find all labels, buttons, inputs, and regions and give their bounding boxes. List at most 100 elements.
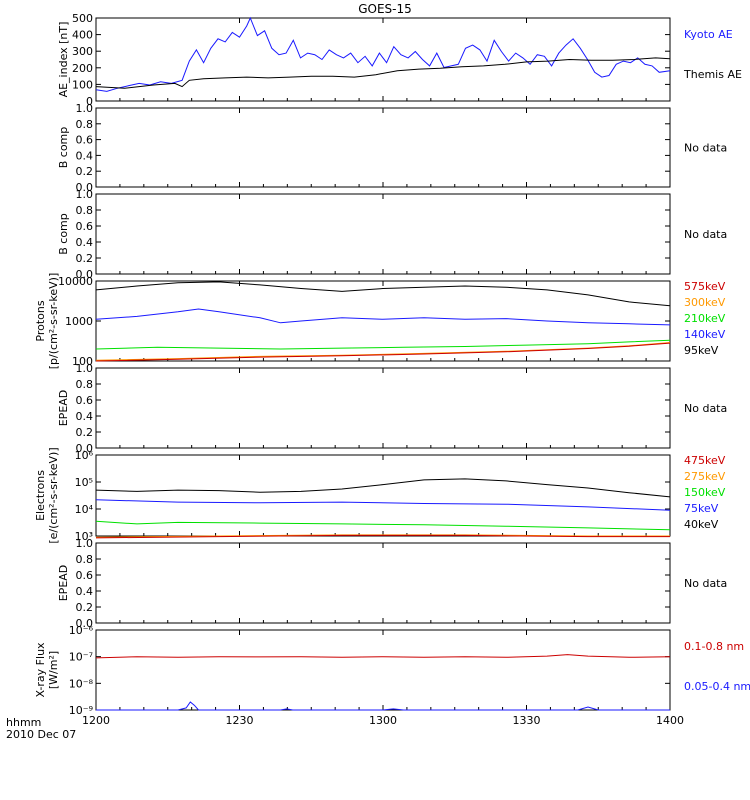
y-axis-label: X-ray Flux: [34, 642, 47, 698]
y-tick-label: 0.4: [76, 585, 94, 598]
y-tick-label: 10⁻⁷: [69, 651, 93, 664]
series-line-150keV: [95, 520, 671, 531]
y-axis-label: Protons: [34, 300, 47, 341]
panel-5: 1.0 0.8 0.6 0.4 0.2 0.0 EPEAD No data: [57, 362, 727, 455]
y-axis-label: B comp: [57, 127, 70, 169]
panel-frame: [95, 193, 671, 275]
y-axis-unit-label: [e/(cm²-s-sr-keV)]: [47, 447, 60, 543]
legend-entry: 75keV: [684, 502, 719, 515]
y-axis-label: EPEAD: [57, 390, 70, 427]
y-tick-label: 0.6: [76, 220, 94, 233]
y-tick-label: 0.8: [76, 553, 94, 566]
y-tick-label: 10⁶: [75, 449, 94, 462]
y-axis-label: AE_index [nT]: [57, 22, 70, 98]
y-tick-label: 10⁴: [75, 503, 94, 516]
series-line-475keV: [95, 534, 670, 539]
y-tick-label: 1000: [65, 315, 93, 328]
legend-entry: No data: [684, 142, 727, 155]
x-tick-label: 1400: [656, 714, 684, 727]
y-tick-label: 100: [72, 355, 93, 368]
legend-entry: 95keV: [684, 344, 719, 357]
legend-entry: 0.05-0.4 nm: [684, 680, 750, 693]
y-tick-label: 400: [72, 29, 93, 42]
series-line-210keV: [95, 339, 671, 350]
y-tick-label: 0.2: [76, 601, 94, 614]
y-tick-label: 1.0: [76, 362, 94, 375]
y-tick-label: 0.2: [76, 165, 94, 178]
panel-frame: [95, 17, 671, 102]
y-tick-label: 500: [72, 12, 93, 25]
y-axis-unit-label: [W/m²]: [47, 651, 60, 689]
legend-entry: 275keV: [684, 470, 726, 483]
legend-entry: 575keV: [684, 280, 726, 293]
series-line-75keV: [95, 499, 671, 511]
panel-7: 1.0 0.8 0.6 0.4 0.2 0.0 EPEAD No data: [57, 537, 727, 630]
y-tick-label: 200: [72, 62, 93, 75]
x-tick-label: 1230: [226, 714, 254, 727]
y-axis-label: B comp: [57, 213, 70, 255]
legend-entry: 475keV: [684, 454, 726, 467]
y-tick-label: 0.0: [76, 617, 94, 630]
y-tick-label: 10⁻⁹: [69, 704, 93, 717]
plot-title: GOES-15: [358, 2, 412, 16]
panel-frame: [95, 629, 671, 711]
panel-2: 1.0 0.8 0.6 0.4 0.2 0.0 B comp No data: [57, 102, 727, 194]
legend-entry: 150keV: [684, 486, 726, 499]
x-tick-label: 1330: [513, 714, 541, 727]
legend-entry: 300keV: [684, 296, 726, 309]
y-tick-label: 100: [72, 78, 93, 91]
legend-entry: No data: [684, 402, 727, 415]
y-tick-label: 1.0: [76, 188, 94, 201]
y-axis-label: Electrons: [34, 470, 47, 521]
series-line-Themis-AE: [95, 57, 671, 89]
series-line-95keV: [95, 281, 671, 307]
series-line-575keV: [95, 342, 671, 362]
panel-6: 10⁶ 10⁵ 10⁴ 10³ Electrons [e/(cm²-s-sr-keV)] 4…: [34, 447, 726, 543]
y-tick-label: 10³: [75, 530, 93, 543]
y-tick-label: 0.2: [76, 426, 94, 439]
panel-frame: [95, 367, 671, 449]
y-tick-label: 0.2: [76, 252, 94, 265]
series-line-0-05-0-4-nm: [96, 701, 670, 711]
y-tick-label: 0.0: [76, 268, 94, 281]
y-tick-label: 0.4: [76, 149, 94, 162]
y-tick-label: 0: [86, 95, 93, 108]
series-line-140keV: [95, 308, 671, 326]
legend-entry: No data: [684, 228, 727, 241]
panel-4: 10000 1000 100 Protons [p/(cm²-s-sr-keV)] 575…: [34, 273, 726, 370]
legend-entry: Kyoto AE: [684, 28, 733, 41]
panel-3: 1.0 0.8 0.6 0.4 0.2 0.0 B comp No data: [57, 188, 727, 281]
y-tick-label: 0.4: [76, 236, 94, 249]
y-tick-label: 1.0: [76, 102, 94, 115]
y-tick-label: 0.6: [76, 134, 94, 147]
legend-entry: 140keV: [684, 328, 726, 341]
y-tick-label: 0.6: [76, 394, 94, 407]
legend-entry: Themis AE: [683, 68, 742, 81]
y-tick-label: 10⁵: [75, 476, 93, 489]
series-line-40keV: [95, 478, 671, 498]
y-tick-label: 0.8: [76, 118, 94, 131]
panel-frame: [95, 107, 671, 188]
series-line-Kyoto-AE: [95, 16, 671, 92]
legend-entry: No data: [684, 577, 727, 590]
y-tick-label: 0.8: [76, 378, 94, 391]
legend-entry: 210keV: [684, 312, 726, 325]
y-axis-unit-label: [p/(cm²-s-sr-keV)]: [47, 273, 60, 370]
legend-entry: 40keV: [684, 518, 719, 531]
footer-date-label: 2010 Dec 07: [6, 728, 76, 741]
y-tick-label: 0.6: [76, 569, 94, 582]
footer-time-label: hhmm: [6, 716, 41, 729]
y-tick-label: 1.0: [76, 537, 94, 550]
x-tick-label: 1300: [369, 714, 397, 727]
y-tick-label: 300: [72, 45, 93, 58]
y-axis-label: EPEAD: [57, 565, 70, 602]
series-line-0-1-0-8-nm: [95, 654, 671, 659]
y-tick-label: 10⁻⁶: [69, 624, 94, 637]
y-tick-label: 0.4: [76, 410, 94, 423]
x-tick-label: 1200: [82, 714, 110, 727]
legend-entry: 0.1-0.8 nm: [684, 640, 744, 653]
y-tick-label: 0.0: [76, 181, 94, 194]
